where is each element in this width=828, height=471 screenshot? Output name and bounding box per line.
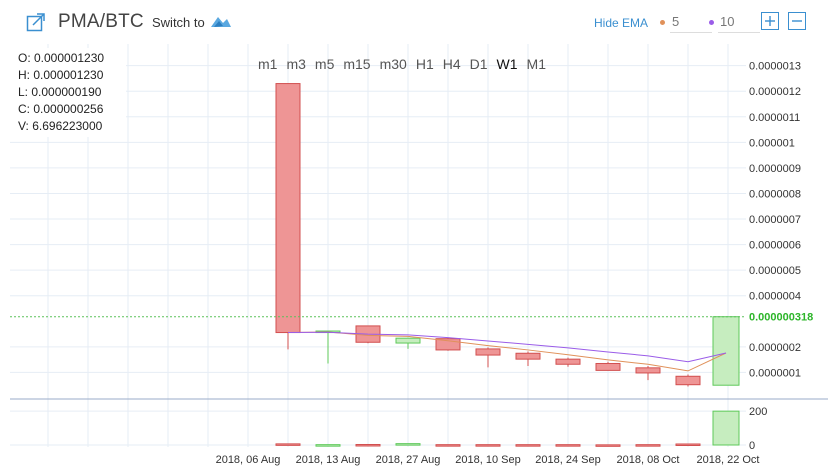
timeframe-m3[interactable]: m3	[286, 56, 306, 72]
ema-long-dot	[709, 20, 714, 25]
volume-bar	[635, 444, 661, 447]
timeframe-m1[interactable]: m1	[258, 56, 278, 72]
volume-tick-label: 200	[749, 406, 767, 418]
price-tick-label: 0.0000006	[749, 240, 801, 252]
ema-short-input[interactable]	[670, 10, 712, 33]
ohlc-panel: O: 0.000001230 H: 0.000001230 L: 0.00000…	[10, 48, 126, 137]
candle-body	[515, 352, 541, 360]
candle-body	[275, 83, 301, 334]
x-tick-label: 2018, 22 Oct	[697, 454, 760, 466]
tradingview-switch-icon[interactable]	[210, 13, 232, 29]
volume-bar	[712, 410, 740, 446]
price-tick-label: 0.0000009	[749, 163, 801, 175]
price-tick-label: 0.0000002	[749, 342, 801, 354]
x-tick-label: 2018, 27 Aug	[376, 454, 441, 466]
external-link-icon[interactable]	[26, 12, 46, 32]
ohlc-close: C: 0.000000256	[18, 102, 104, 116]
ohlc-volume: V: 6.696223000	[18, 119, 103, 133]
price-tick-label: 0.0000011	[749, 112, 800, 124]
price-tick-label: 0.0000012	[749, 86, 801, 98]
volume-bar	[355, 443, 381, 447]
volume-bar	[435, 444, 461, 447]
ema-short-line	[287, 331, 727, 372]
x-tick-label: 2018, 10 Sep	[455, 454, 520, 466]
candle-body	[675, 375, 701, 386]
price-tick-label: 0.0000001	[749, 367, 801, 379]
candle-body	[635, 367, 661, 374]
volume-bar	[395, 443, 421, 446]
switch-label: Switch to	[152, 15, 205, 30]
volume-bar	[515, 444, 541, 447]
price-tick-label: 0.0000007	[749, 214, 801, 226]
ohlc-low: L: 0.000000190	[18, 85, 102, 99]
timeframe-W1[interactable]: W1	[496, 56, 518, 72]
candle-body	[712, 316, 740, 386]
timeframe-m5[interactable]: m5	[314, 56, 335, 72]
x-tick-label: 2018, 08 Oct	[617, 454, 680, 466]
hide-ema-link[interactable]: Hide EMA	[594, 16, 649, 30]
x-tick-label: 2018, 06 Aug	[216, 454, 281, 466]
timeframe-selector: m1 m3 m5 m15 m30 H1 H4 D1 W1 M1	[258, 56, 555, 72]
ohlc-high: H: 0.000001230	[18, 68, 104, 82]
minus-icon	[792, 20, 802, 22]
zoom-out-button[interactable]	[788, 12, 806, 30]
timeframe-D1[interactable]: D1	[469, 56, 488, 72]
price-tick-label: 0.0000008	[749, 188, 801, 200]
chart-header: PMA/BTC Switch to Hide EMA	[0, 0, 828, 44]
ema-long-input[interactable]	[718, 10, 760, 33]
timeframe-H1[interactable]: H1	[415, 56, 434, 72]
ema-long-line	[287, 331, 727, 363]
current-price-label-bg	[747, 308, 819, 325]
x-tick-label: 2018, 24 Sep	[535, 454, 600, 466]
pair-title: PMA/BTC	[58, 11, 144, 32]
candle-body	[595, 362, 621, 371]
price-tick-label: 0.000001	[749, 137, 795, 149]
ema-short-dot	[660, 20, 665, 25]
timeframe-m30[interactable]: m30	[379, 56, 407, 72]
price-tick-label: 0.0000004	[749, 291, 801, 303]
ohlc-open: O: 0.000001230	[18, 51, 105, 65]
chart-area[interactable]: 0.0000001 0.0000002 0.0000004 0.0000005 0.00…	[10, 44, 828, 471]
volume-bar	[555, 444, 581, 447]
candle-body	[475, 348, 501, 356]
zoom-in-button[interactable]	[761, 12, 779, 30]
x-tick-label: 2018, 13 Aug	[296, 454, 361, 466]
candle-body	[395, 337, 421, 344]
candlestick-chart[interactable]: 0.0000001 0.0000002 0.0000004 0.0000005 0.00…	[10, 44, 828, 471]
plus-icon	[765, 16, 775, 26]
timeframe-H4[interactable]: H4	[442, 56, 461, 72]
volume-bar	[675, 443, 701, 446]
candle-body	[555, 358, 581, 365]
current-price-label: 0.000000318	[749, 312, 813, 324]
volume-tick-label: 0	[749, 440, 755, 452]
volume-bar	[595, 444, 621, 447]
candle-body	[435, 338, 461, 351]
volume-bar	[315, 444, 341, 447]
timeframe-m15[interactable]: m15	[343, 56, 371, 72]
price-tick-label: 0.0000013	[749, 61, 801, 73]
volume-bar	[275, 443, 301, 446]
price-tick-label: 0.0000005	[749, 265, 801, 277]
volume-bar	[475, 444, 501, 447]
timeframe-M1[interactable]: M1	[526, 56, 546, 72]
